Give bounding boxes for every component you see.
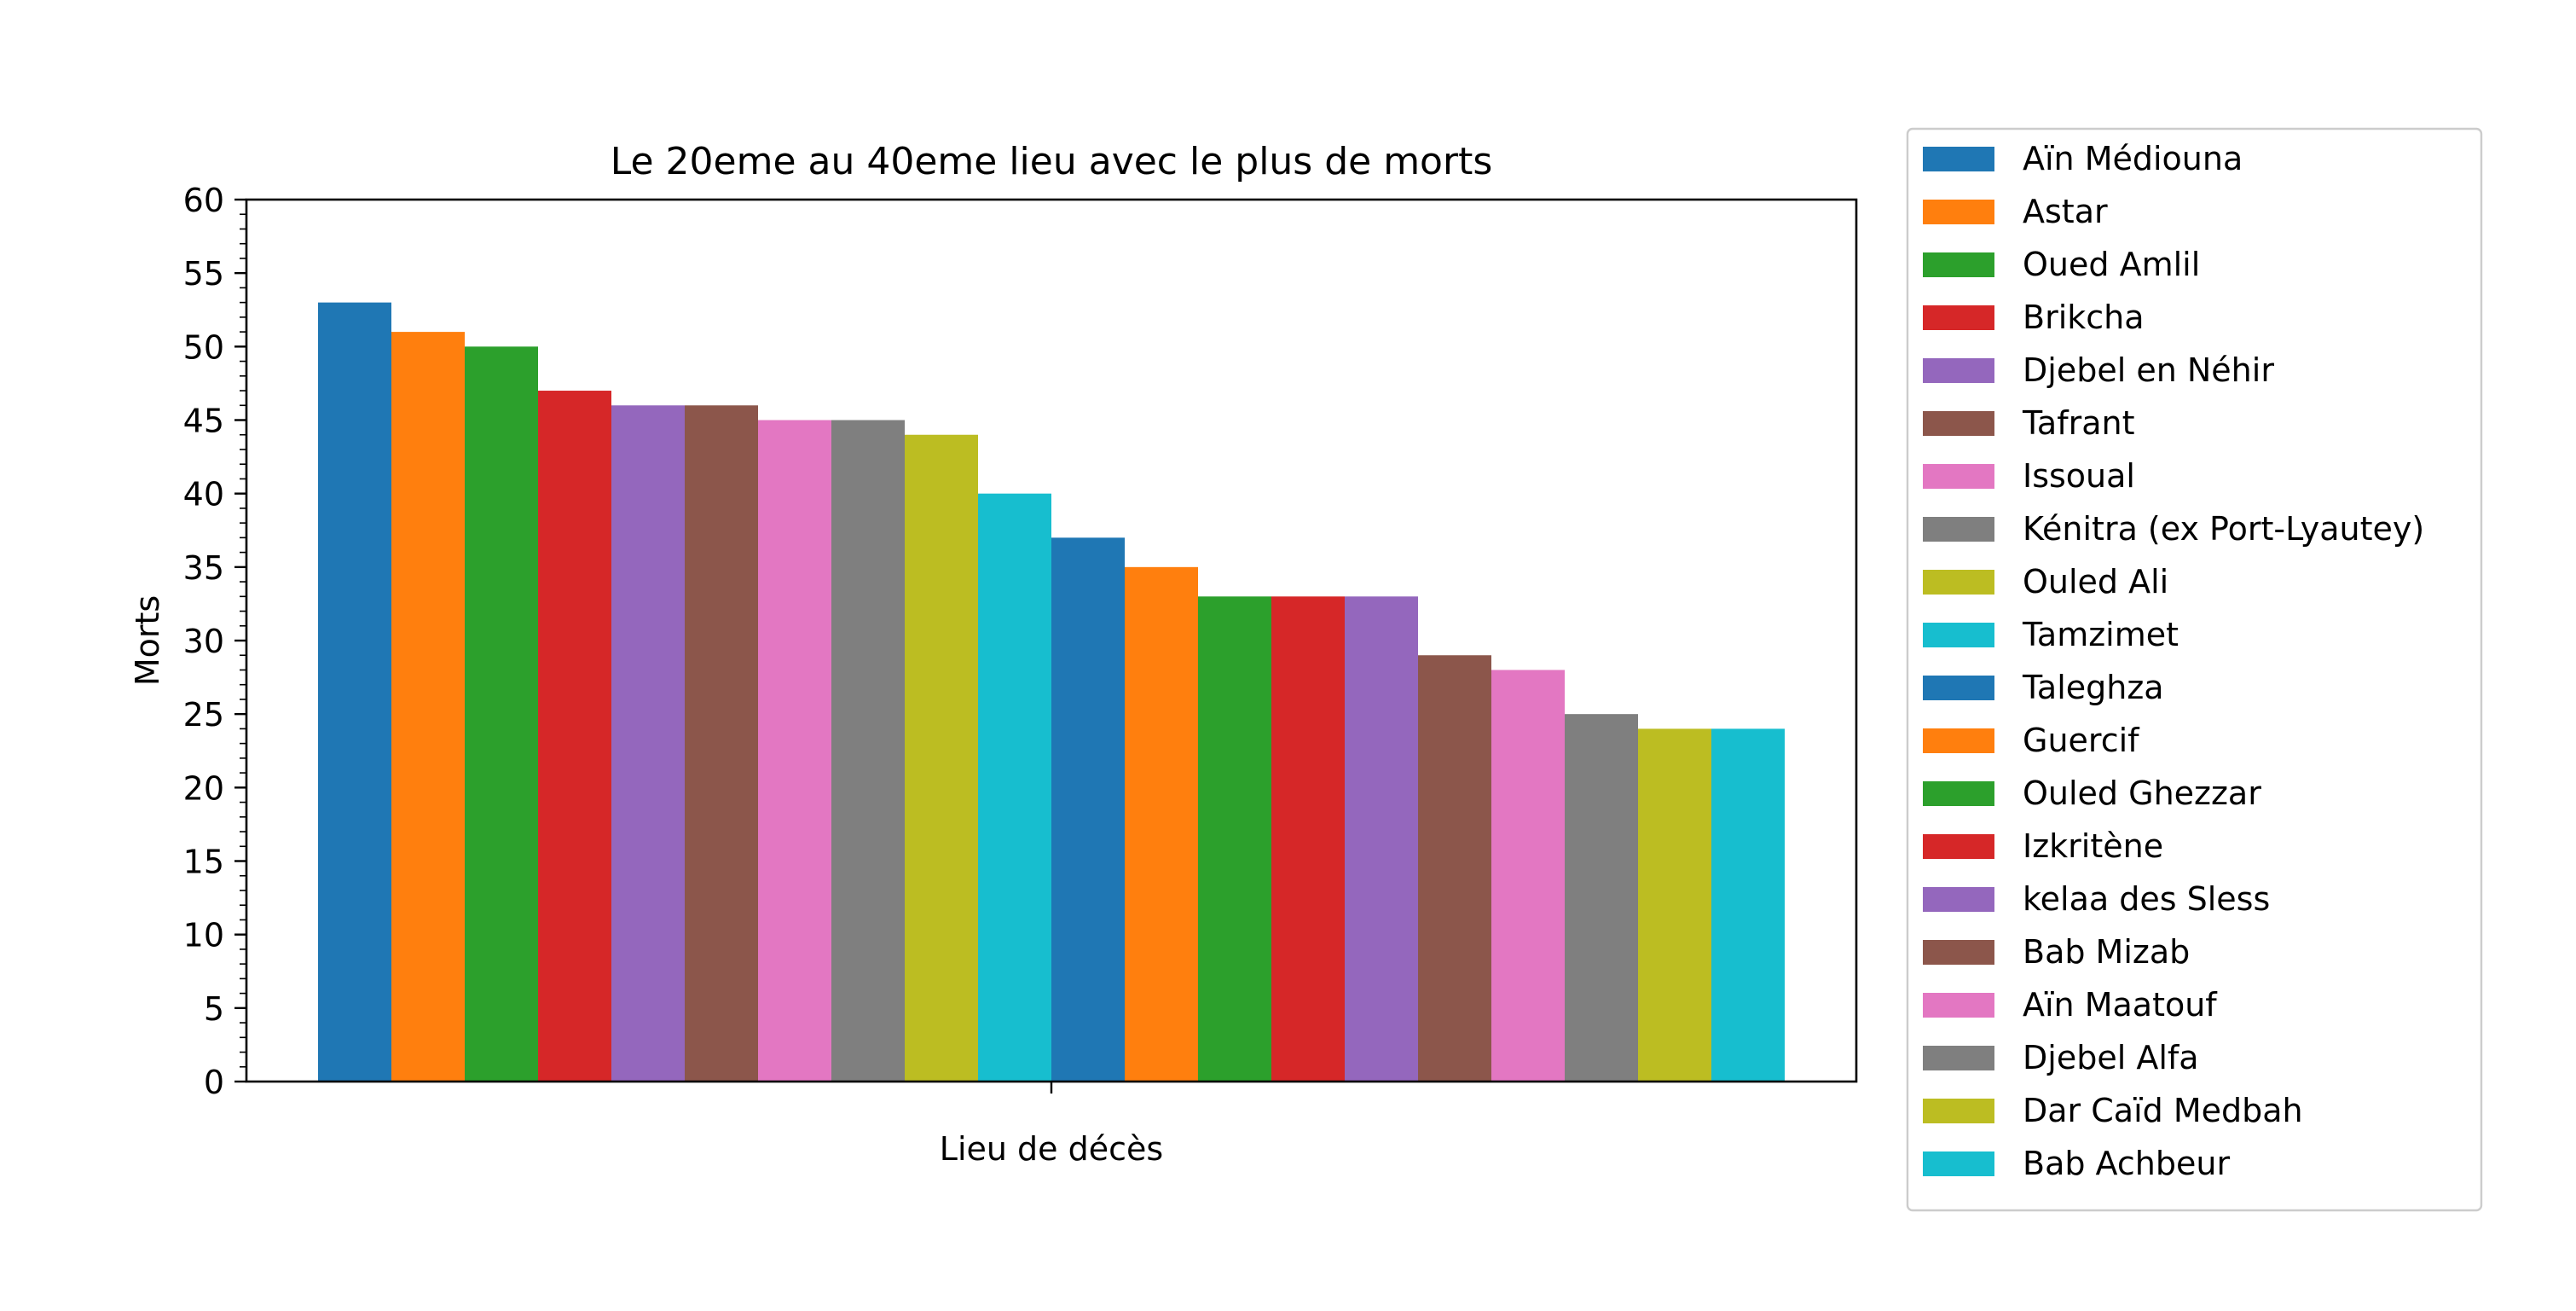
legend-label-18: Djebel Alfa [2023,1039,2199,1076]
legend-swatch-14 [1923,834,1994,859]
bar-3 [465,346,538,1082]
legend-label-13: Ouled Ghezzar [2023,774,2261,812]
bar-20 [1711,728,1785,1082]
legend-swatch-17 [1923,993,1994,1018]
bar-2 [391,332,465,1082]
legend-swatch-2 [1923,200,1994,224]
legend-label-15: kelaa des Sless [2023,880,2270,918]
legend-swatch-13 [1923,781,1994,806]
legend-swatch-5 [1923,358,1994,383]
legend-swatch-7 [1923,464,1994,489]
bar-7 [758,420,831,1082]
bar-10 [978,493,1051,1082]
y-tick-label: 45 [183,403,224,440]
legend-swatch-20 [1923,1151,1994,1176]
y-tick-label: 0 [204,1064,224,1101]
y-axis: 0 5 10 15 20 25 30 35 40 45 50 55 60 [183,182,246,1101]
bar-19 [1638,728,1711,1082]
bar-12 [1125,566,1198,1082]
legend-label-12: Guercif [2023,722,2140,759]
legend-swatch-15 [1923,887,1994,912]
bar-18 [1565,714,1638,1082]
chart-title: Le 20eme au 40eme lieu avec le plus de m… [611,140,1493,183]
bar-6 [685,405,758,1082]
legend-swatch-8 [1923,517,1994,542]
legend-label-10: Tamzimet [2022,616,2179,653]
legend-swatch-16 [1923,940,1994,965]
y-tick-label: 25 [183,696,224,734]
legend-label-16: Bab Mizab [2023,933,2190,971]
x-axis-label: Lieu de décès [940,1130,1163,1168]
bar-9 [905,434,978,1082]
y-axis-label: Morts [129,595,166,686]
legend-label-6: Tafrant [2022,404,2134,442]
legend-swatch-18 [1923,1046,1994,1070]
y-tick-label: 30 [183,623,224,660]
y-tick-label: 35 [183,549,224,587]
legend-swatch-12 [1923,728,1994,753]
y-tick-label: 15 [183,844,224,881]
legend-frame [1906,127,2483,1212]
bar-17 [1491,670,1565,1082]
bar-8 [831,420,905,1082]
bar-15 [1345,596,1418,1082]
legend-swatch-10 [1923,623,1994,647]
y-tick-label: 55 [183,255,224,293]
plot-area [318,302,1785,1082]
legend-label-19: Dar Caïd Medbah [2023,1092,2303,1129]
y-tick-label: 10 [183,917,224,954]
y-tick-label: 50 [183,328,224,366]
legend-label-11: Taleghza [2022,669,2164,706]
bar-1 [318,302,391,1082]
bar-4 [538,391,611,1082]
legend-label-3: Oued Amlil [2023,246,2200,283]
legend-swatch-9 [1923,570,1994,595]
bar-5 [611,405,685,1082]
legend: Aïn Médiouna Astar Oued Amlil Brikcha Djebel… [1906,127,2483,1212]
legend-swatch-1 [1923,147,1994,171]
y-tick-label: 5 [204,990,224,1028]
legend-swatch-3 [1923,252,1994,277]
bar-16 [1418,655,1491,1082]
legend-label-9: Ouled Ali [2023,563,2168,600]
legend-swatch-4 [1923,305,1994,330]
y-tick-label: 60 [183,182,224,219]
bar-11 [1051,537,1125,1082]
legend-swatch-19 [1923,1099,1994,1123]
legend-label-2: Astar [2023,193,2108,230]
legend-label-8: Kénitra (ex Port-Lyautey) [2023,510,2424,548]
legend-swatch-11 [1923,676,1994,700]
legend-label-17: Aïn Maatouf [2023,986,2218,1024]
legend-swatch-6 [1923,411,1994,436]
y-tick-label: 40 [183,476,224,513]
legend-label-14: Izkritène [2023,827,2163,865]
bar-13 [1198,596,1271,1082]
legend-label-7: Issoual [2023,457,2135,495]
legend-label-5: Djebel en Néhir [2023,351,2274,389]
legend-label-1: Aïn Médiouna [2023,140,2243,177]
legend-label-20: Bab Achbeur [2023,1145,2230,1182]
y-tick-label: 20 [183,769,224,807]
bar-14 [1271,596,1345,1082]
legend-label-4: Brikcha [2023,299,2145,336]
